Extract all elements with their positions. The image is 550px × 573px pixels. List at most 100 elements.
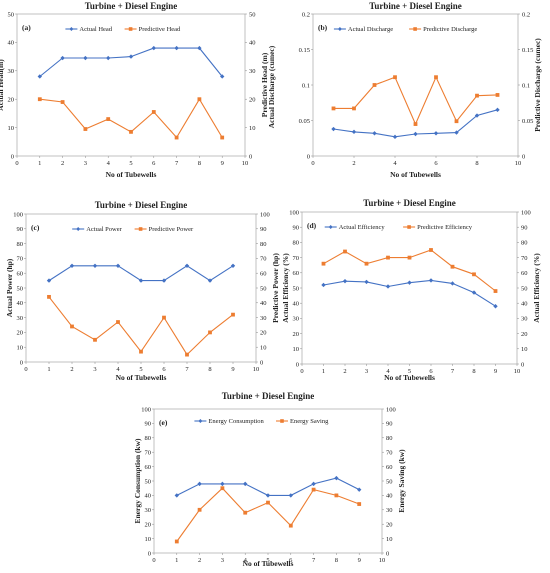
series-1-point	[385, 284, 391, 289]
panel-b: Turbine + Diesel Engine(b)0 2 4 6 8 1000.050.…	[299, 1, 542, 179]
series-1-point	[138, 278, 144, 283]
y2-tick-label: 20	[249, 97, 256, 104]
y-tick-label: 80	[293, 240, 300, 247]
legend-entry: Predictive Power	[149, 226, 194, 233]
series-2-point	[60, 100, 65, 104]
x-tick-label: 6	[152, 160, 156, 167]
x-tick-label: 6	[162, 366, 166, 373]
series-1-point	[220, 74, 225, 79]
series-2-point	[407, 255, 412, 260]
x-axis-title: No of Tubewells	[384, 373, 435, 382]
series-2-point	[288, 523, 293, 528]
y-tick-label: 50	[293, 285, 300, 292]
y2-tick-label: 90	[260, 226, 267, 233]
x-tick-label: 4	[386, 368, 390, 375]
series-2-point	[321, 261, 326, 266]
y2-axis-title: Actual Efficiency (%)	[532, 253, 541, 323]
chart-title: Turbine + Diesel Engine	[222, 391, 315, 401]
series-2-point	[162, 315, 166, 320]
x-tick-label: 10	[253, 366, 260, 373]
x-tick-label: 10	[379, 557, 386, 564]
y2-tick-label: 70	[386, 450, 393, 457]
y2-axis-title-overlap: Actual Discharge (cumec)	[267, 45, 276, 128]
series-2-point	[343, 249, 347, 254]
legend-swatch-marker	[76, 227, 81, 231]
legend-entry: Actual Efficiency	[339, 224, 386, 231]
y2-tick-label: 20	[260, 330, 267, 337]
y-tick-label: 80	[145, 435, 152, 442]
panel-label: (b)	[318, 23, 328, 32]
y2-tick-label: 30	[260, 315, 267, 322]
y2-tick-label: 0	[521, 361, 524, 368]
series-2-point	[93, 337, 97, 342]
series-1-point	[493, 304, 498, 309]
series-2-point	[364, 261, 369, 266]
series-1-point	[311, 481, 316, 487]
y-tick-label: 0.1	[302, 82, 310, 89]
y2-tick-label: 0.05	[522, 118, 533, 125]
series-1-point	[357, 487, 362, 492]
legend-swatch-marker	[138, 227, 143, 231]
series-line-2	[48, 296, 234, 356]
y2-tick-label: 90	[386, 421, 393, 428]
y-tick-label: 0.15	[299, 47, 310, 54]
x-tick-label: 10	[515, 160, 522, 167]
series-1-point	[331, 126, 336, 132]
x-tick-label: 3	[221, 557, 224, 564]
y-tick-label: 0.2	[302, 11, 310, 18]
y-tick-label: 60	[17, 271, 24, 278]
y-tick-label: 100	[141, 406, 151, 413]
x-tick-label: 10	[242, 160, 249, 167]
legend-entry: Energy Consumption	[208, 418, 264, 425]
series-1-point	[220, 481, 225, 487]
y2-tick-label: 60	[386, 464, 393, 471]
y-tick-label: 20	[17, 330, 24, 337]
y-tick-label: 20	[293, 331, 300, 338]
series-1-point	[372, 131, 377, 136]
y-tick-label: 20	[8, 97, 15, 104]
legend-swatch-marker	[128, 27, 133, 31]
series-1-point	[161, 278, 167, 283]
y-tick-label: 0	[307, 153, 310, 160]
x-tick-label: 8	[198, 160, 201, 167]
plot-frame	[153, 408, 383, 554]
x-tick-label: 2	[70, 366, 73, 373]
y-tick-label: 40	[293, 301, 300, 308]
y-axis-title: Actual Head(m)	[0, 59, 5, 111]
x-tick-label: 6	[434, 160, 438, 167]
y-axis-title: Actual Power (hp)	[5, 258, 14, 317]
y-tick-label: 40	[145, 493, 152, 500]
series-2-point	[174, 135, 179, 140]
legend-swatch-marker	[407, 225, 411, 229]
series-2-point	[139, 349, 143, 354]
y-tick-label: 0	[11, 153, 14, 160]
series-line-1	[176, 477, 360, 496]
series-2-point	[334, 493, 339, 498]
series-2-point	[37, 97, 42, 102]
x-tick-label: 0	[300, 368, 303, 375]
y-tick-label: 80	[17, 241, 24, 248]
chart-title: Turbine + Diesel Engine	[363, 198, 456, 208]
series-2-point	[450, 264, 455, 269]
y2-tick-label: 40	[260, 300, 267, 307]
x-tick-label: 8	[335, 557, 338, 564]
y-tick-label: 10	[145, 536, 152, 543]
series-line-1	[39, 47, 223, 77]
y2-tick-label: 90	[521, 225, 528, 232]
series-2-point	[331, 106, 336, 111]
panel-d: Turbine + Diesel Engine(d)0 1 2 3 4 5 6 7 8 9 1001…	[281, 198, 541, 382]
series-2-point	[83, 127, 88, 131]
y-tick-label: 60	[293, 270, 300, 277]
series-2-point	[475, 93, 479, 98]
x-tick-label: 8	[472, 368, 475, 375]
y2-tick-label: 60	[260, 271, 267, 278]
panel-c: Turbine + Diesel Engine(c)0 1 2 3 4 5 6 7 8 9 1001…	[5, 200, 280, 382]
series-1-point	[37, 74, 42, 79]
x-tick-label: 5	[139, 366, 142, 373]
x-tick-label: 7	[451, 368, 455, 375]
series-1-point	[495, 107, 500, 113]
y-tick-label: 10	[8, 125, 15, 132]
legend-entry: Actual Head	[79, 26, 112, 33]
y-tick-label: 70	[145, 450, 152, 457]
